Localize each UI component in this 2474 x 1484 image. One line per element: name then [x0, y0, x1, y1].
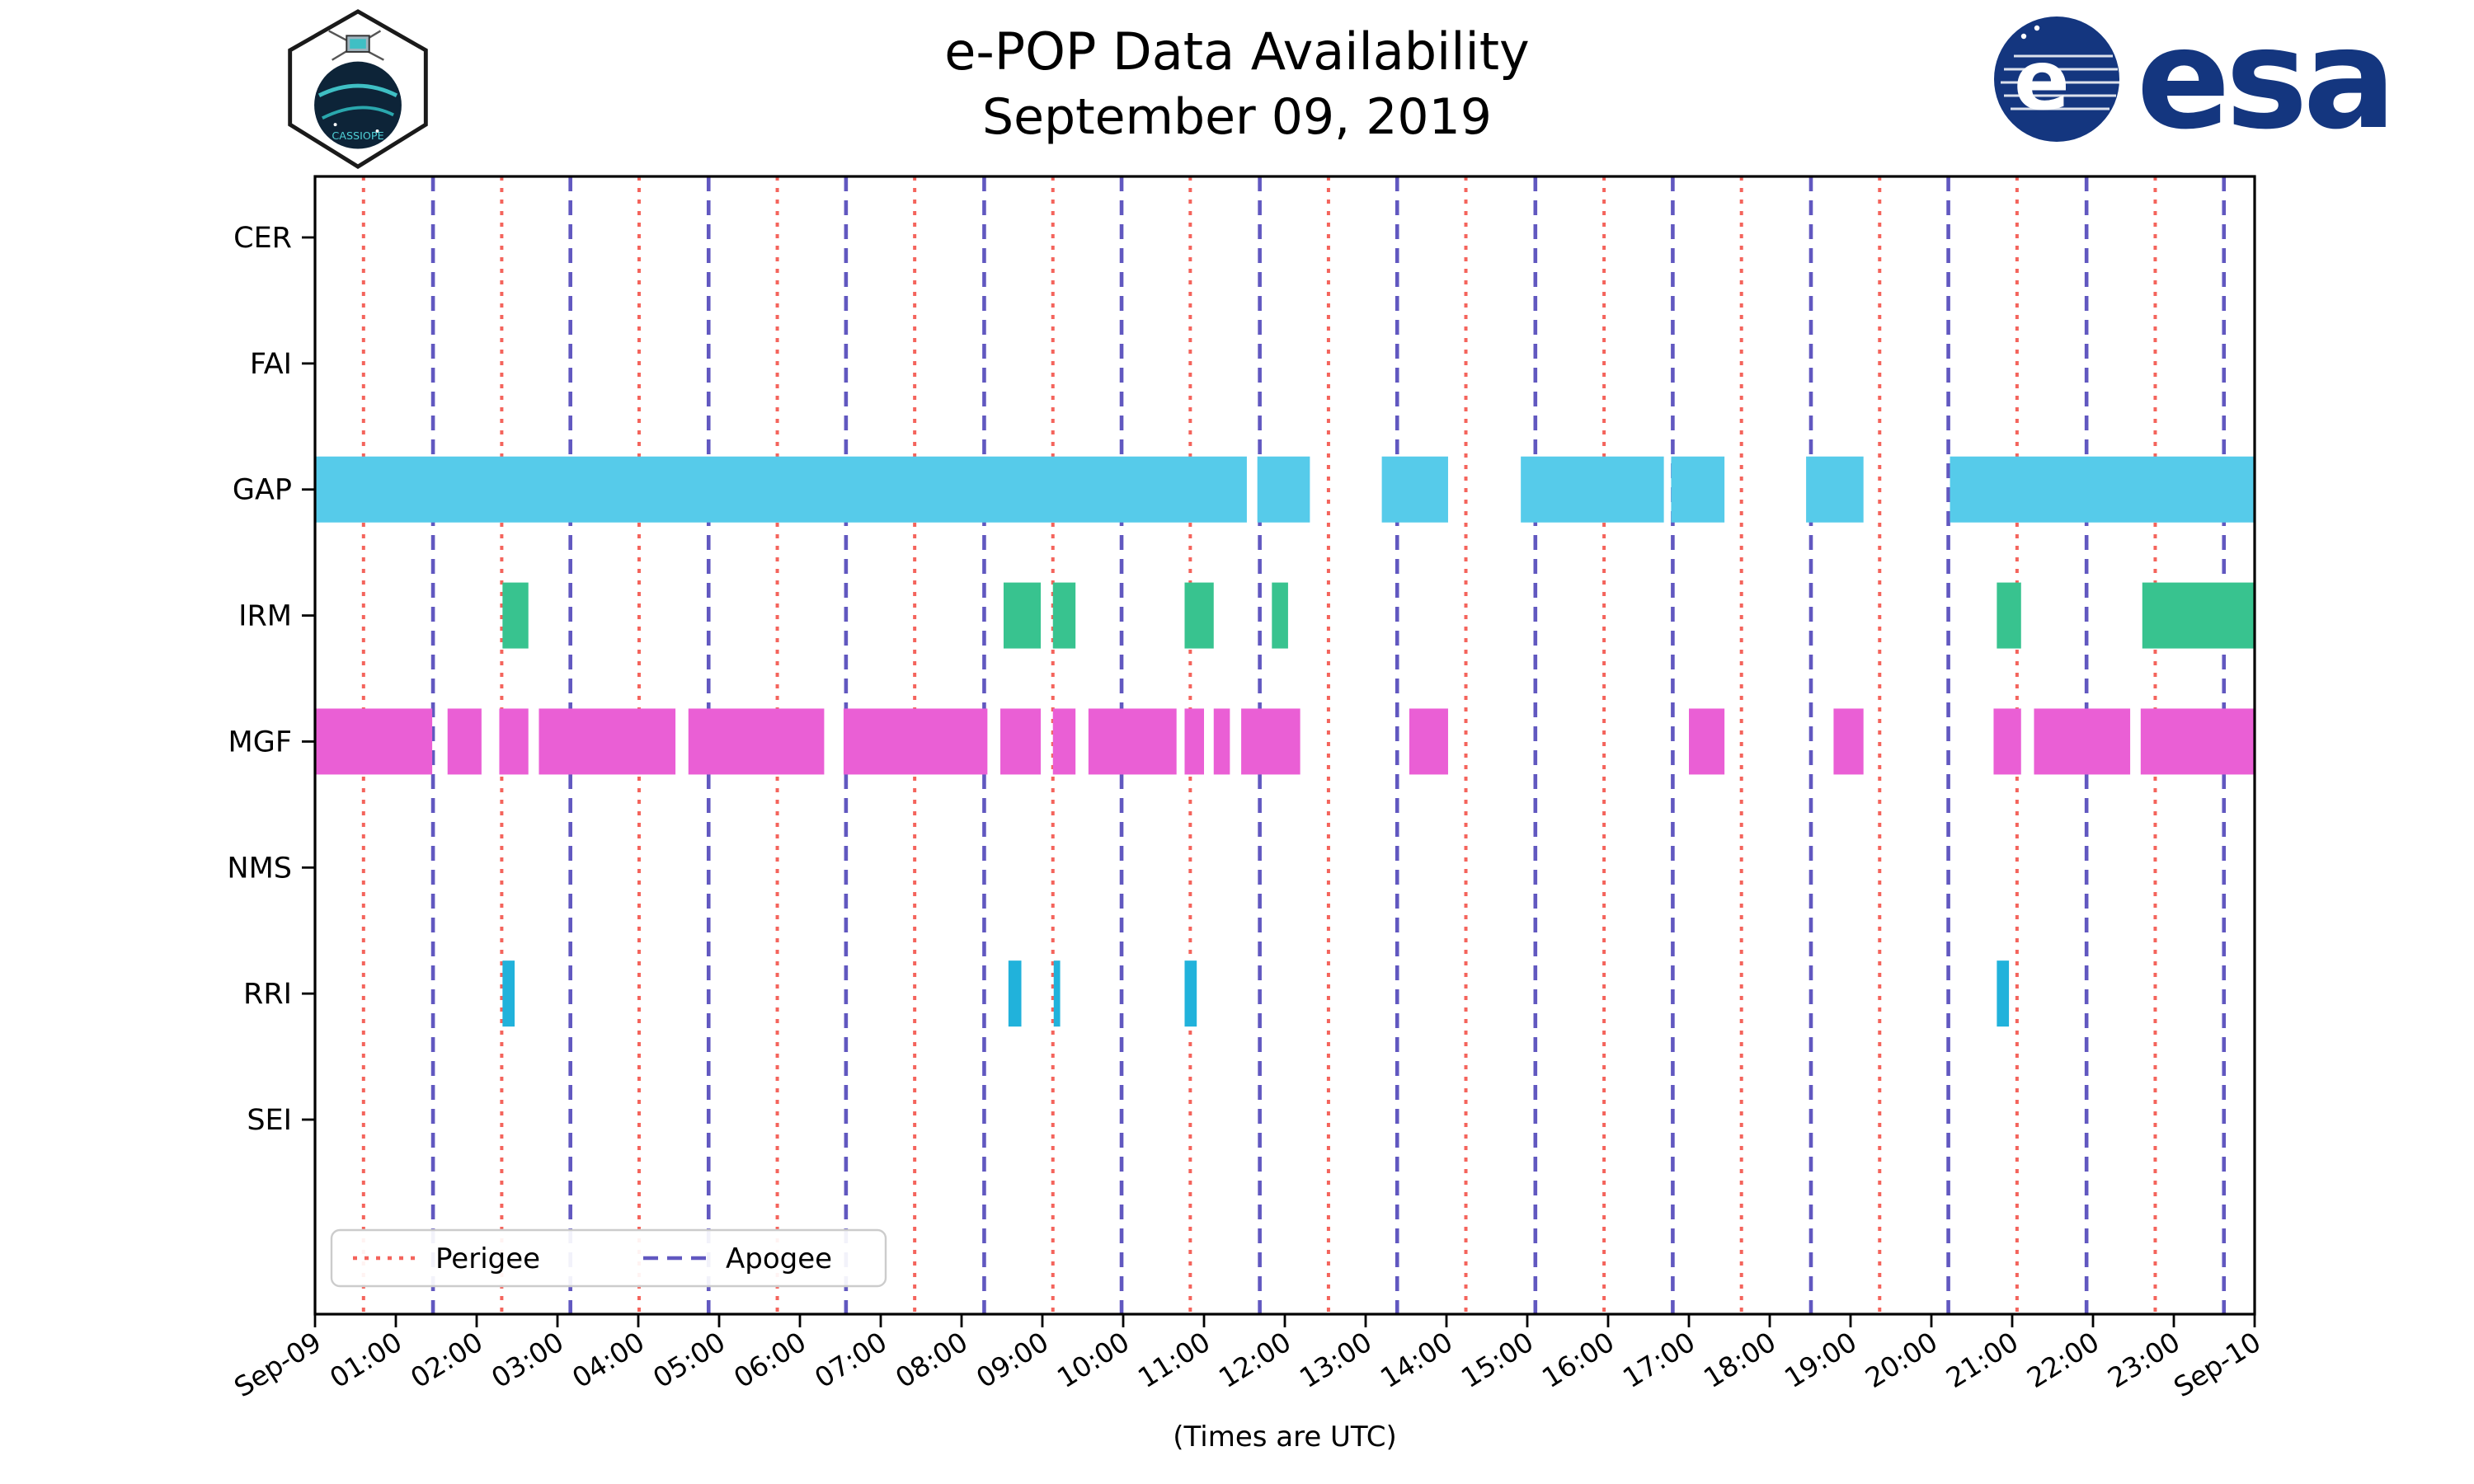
mgf-availability-bar: [1409, 708, 1448, 775]
gap-availability-bar: [1381, 456, 1448, 523]
irm-availability-bar: [1003, 582, 1042, 649]
mgf-availability-bar: [1833, 708, 1864, 775]
esa-logo: e esa: [1992, 0, 2396, 160]
x-tick-label: 10:00: [1051, 1326, 1135, 1394]
cassiope-text: CASSIOPE: [332, 130, 383, 143]
esa-emblem-dot: [2021, 33, 2027, 40]
x-tick-label: 05:00: [647, 1326, 731, 1394]
cassiope-earth-arc2: [322, 106, 394, 120]
mgf-availability-bar: [1088, 708, 1177, 775]
x-tick-label: 17:00: [1617, 1326, 1700, 1394]
cassiope-satellite-panel: [350, 39, 366, 49]
legend: Perigee Apogee: [330, 1228, 887, 1288]
x-tick-label: 15:00: [1456, 1326, 1539, 1394]
x-tick-label: 07:00: [809, 1326, 892, 1394]
y-axis-label-cer: CER: [233, 222, 292, 255]
legend-box: [330, 1228, 887, 1288]
x-tick-label: Sep-10: [2168, 1326, 2266, 1404]
x-tick-label: 06:00: [728, 1326, 811, 1394]
esa-emblem-icon: e: [1994, 16, 2120, 142]
mgf-availability-bar: [1689, 708, 1725, 775]
rri-availability-bar: [1997, 960, 2010, 1027]
mgf-availability-bar: [1000, 708, 1042, 775]
y-axis-label-fai: FAI: [250, 348, 292, 381]
irm-availability-bar: [2142, 582, 2255, 649]
x-tick-label: 01:00: [324, 1326, 407, 1394]
x-tick-label: 18:00: [1698, 1326, 1781, 1394]
x-tick-label: 03:00: [486, 1326, 569, 1394]
y-axis-label-rri: RRI: [243, 978, 292, 1011]
mgf-availability-bar: [843, 708, 988, 775]
y-axis-label-gap: GAP: [233, 474, 292, 507]
x-tick-label: 04:00: [567, 1326, 650, 1394]
y-axis-label-nms: NMS: [227, 852, 292, 885]
mgf-availability-bar: [1993, 708, 2021, 775]
x-tick-label: 14:00: [1375, 1326, 1458, 1394]
gap-availability-bar: [1671, 456, 1725, 523]
x-tick-label: 16:00: [1536, 1326, 1620, 1394]
mgf-availability-bar: [688, 708, 825, 775]
esa-wordmark: esa: [2136, 0, 2396, 160]
rri-availability-bar: [1008, 960, 1022, 1027]
mgf-availability-bar: [2140, 708, 2255, 775]
irm-availability-bar: [502, 582, 529, 649]
x-tick-label: 02:00: [405, 1326, 488, 1394]
rri-availability-bar: [1184, 960, 1197, 1027]
x-tick-label: 08:00: [890, 1326, 973, 1394]
x-tick-label: 22:00: [2021, 1326, 2105, 1394]
x-tick-label: 12:00: [1213, 1326, 1296, 1394]
x-axis-title: (Times are UTC): [1173, 1421, 1396, 1453]
cassiope-earth-arc: [317, 83, 398, 98]
cassiope-star: [375, 129, 379, 133]
mgf-availability-bar: [1241, 708, 1300, 775]
esa-emblem-circle: [1994, 16, 2120, 142]
x-tick-label: 09:00: [971, 1326, 1054, 1394]
mgf-availability-bar: [499, 708, 529, 775]
mgf-availability-bar: [539, 708, 676, 775]
irm-availability-bar: [1052, 582, 1076, 649]
legend-apogee-label: Apogee: [726, 1242, 832, 1275]
mgf-availability-bar: [447, 708, 482, 775]
rri-availability-bar: [502, 960, 515, 1027]
rri-availability-bar: [1053, 960, 1061, 1027]
x-tick-label: 21:00: [1940, 1326, 2024, 1394]
esa-emblem-e: e: [2015, 32, 2071, 129]
mgf-availability-bar: [1213, 708, 1230, 775]
y-axis-label-sei: SEI: [247, 1104, 292, 1137]
legend-perigee-label: Perigee: [435, 1242, 540, 1275]
irm-availability-bar: [1184, 582, 1214, 649]
mgf-availability-bar: [1184, 708, 1204, 775]
x-tick-label: 19:00: [1779, 1326, 1862, 1394]
gap-availability-bar: [1257, 456, 1310, 523]
x-tick-label: 20:00: [1860, 1326, 1943, 1394]
gap-availability-bar: [1806, 456, 1864, 523]
x-tick-label: Sep-09: [228, 1326, 327, 1404]
cassiope-logo-icon: CASSIOPE: [288, 9, 428, 169]
x-tick-label: 13:00: [1294, 1326, 1377, 1394]
irm-availability-bar: [1272, 582, 1288, 649]
gap-availability-bar: [1950, 456, 2255, 523]
mgf-availability-bar: [2034, 708, 2131, 775]
gap-availability-bar: [315, 456, 1247, 523]
mgf-availability-bar: [1052, 708, 1076, 775]
mgf-availability-bar: [315, 708, 433, 775]
cassiope-star: [333, 123, 337, 127]
gap-availability-bar: [1521, 456, 1664, 523]
irm-availability-bar: [1997, 582, 2021, 649]
x-tick-label: 11:00: [1132, 1326, 1216, 1394]
y-axis-label-mgf: MGF: [228, 726, 292, 758]
esa-emblem-dot: [2034, 25, 2040, 31]
cassiope-earth: [314, 61, 402, 149]
y-axis-label-irm: IRM: [238, 600, 292, 633]
